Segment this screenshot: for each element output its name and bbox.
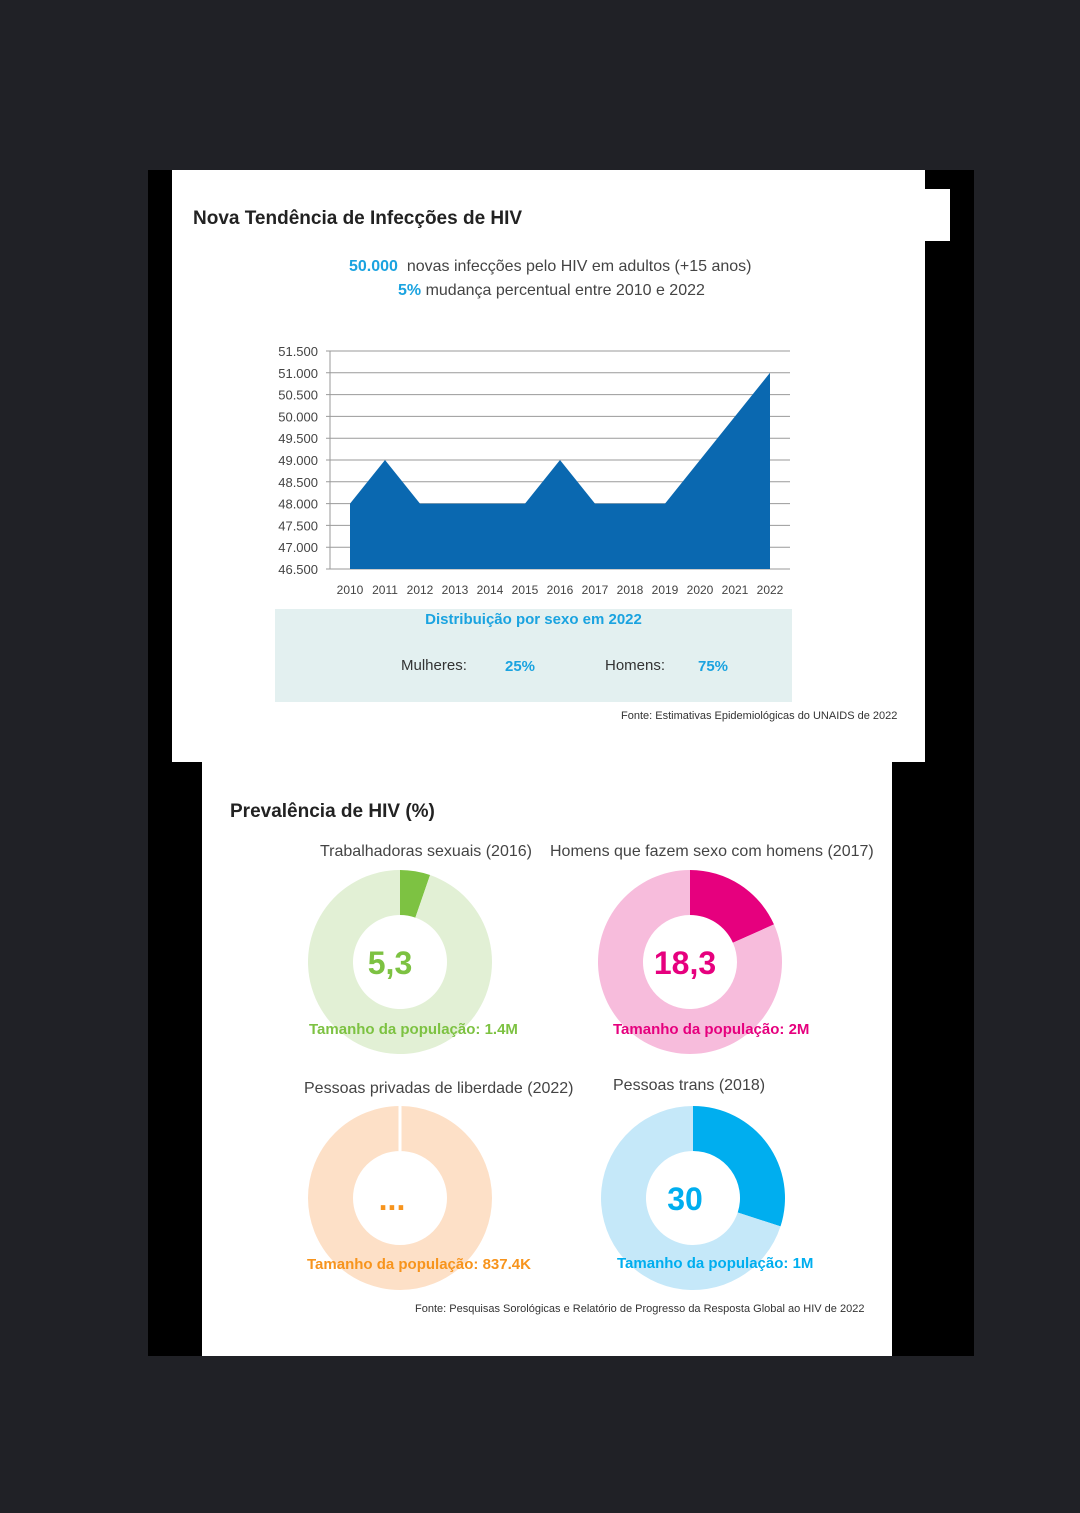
frame-left [148,170,172,1356]
section1-source: Fonte: Estimativas Epidemiológicas do UN… [621,710,898,722]
donut-slice-sex-workers [400,870,431,918]
stat-new-infections-text: novas infecções pelo HIV em adultos (+15… [406,258,752,275]
y-tick-label: 46.500 [278,562,318,577]
y-tick-label: 50.500 [278,388,318,403]
sex-distribution-box: Distribuição por sexo em 2022 Mulheres: … [275,609,792,702]
stat-percent-change-text: mudança percentual entre 2010 e 2022 [425,282,705,299]
y-tick-label: 47.500 [278,518,318,533]
x-tick-label: 2016 [547,583,574,597]
x-tick-label: 2017 [582,583,609,597]
donut-center-prisoners: ... [379,1181,406,1217]
stat-new-infections: 50.000 novas infecções pelo HIV em adult… [349,258,751,276]
x-tick-label: 2013 [442,583,469,597]
donut-label-msm: Homens que fazem sexo com homens (2017) [550,843,874,860]
x-tick-label: 2021 [722,583,749,597]
y-tick-label: 48.000 [278,497,318,512]
x-tick-label: 2011 [372,583,398,597]
population-trans: Tamanho da população: 1M [617,1255,814,1272]
x-tick-label: 2022 [757,583,784,597]
donut-label-prisoners: Pessoas privadas de liberdade (2022) [304,1080,574,1097]
stat-new-infections-value: 50.000 [349,258,398,275]
y-tick-label: 48.500 [278,475,318,490]
donut-slice-trans [601,1106,781,1290]
population-sex-workers: Tamanho da população: 1.4M [309,1021,518,1038]
x-tick-label: 2012 [407,583,434,597]
y-tick-label: 50.000 [278,409,318,424]
y-tick-label: 49.000 [278,453,318,468]
panel-tab [925,189,950,241]
section2-source: Fonte: Pesquisas Sorológicas e Relatório… [415,1303,865,1315]
y-tick-label: 49.500 [278,431,318,446]
donut-center-trans: 30 [667,1181,703,1217]
donut-slice-trans [693,1106,786,1227]
stat-percent-change-value: 5% [398,282,422,299]
section2-title: Prevalência de HIV (%) [230,801,435,822]
men-label: Homens: [605,657,666,674]
y-tick-label: 51.500 [278,344,318,359]
section1-title: Nova Tendência de Infecções de HIV [193,208,523,229]
donut-center-msm: 18,3 [654,945,716,981]
prevalence-donuts: 5,3 18,3... 30 [308,870,786,1290]
donut-center-sex-workers: 5,3 [368,945,412,981]
donut-label-trans: Pessoas trans (2018) [613,1077,766,1094]
men-value: 75% [698,658,729,675]
frame-right [925,170,974,1356]
panel-bottom [202,762,892,1356]
donut-slice-msm [598,870,783,1054]
x-tick-label: 2019 [652,583,679,597]
x-tick-label: 2020 [687,583,714,597]
x-tick-label: 2015 [512,583,539,597]
sex-distribution-title: Distribuição por sexo em 2022 [425,611,642,628]
donut-slice-sex-workers [308,870,493,1054]
donut-label-sex-workers: Trabalhadoras sexuais (2016) [320,843,532,860]
x-tick-label: 2018 [617,583,644,597]
stat-percent-change: 5% mudança percentual entre 2010 e 2022 [398,282,705,300]
women-label: Mulheres: [401,657,467,674]
population-msm: Tamanho da população: 2M [613,1021,810,1038]
frame-mid [172,762,202,1356]
area-series [350,372,770,569]
y-tick-label: 51.000 [278,366,318,381]
y-tick-label: 47.000 [278,540,318,555]
x-tick-label: 2010 [337,583,364,597]
population-prisoners: Tamanho da população: 837.4K [307,1256,531,1273]
infections-area-chart: 46.500 47.000 47.500 48.000 48.500 49.000 49.5… [278,344,790,597]
donut-slice-msm [690,870,774,943]
x-tick-label: 2014 [477,583,504,597]
frame-mid-right [892,762,925,1356]
women-value: 25% [505,658,536,675]
